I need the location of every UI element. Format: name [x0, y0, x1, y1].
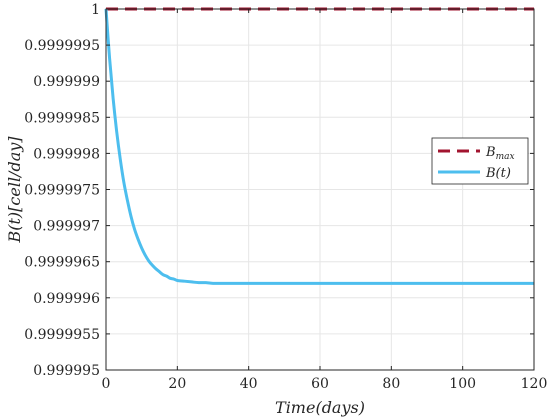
- y-tick-label: 1: [91, 2, 100, 18]
- tick-labels: 0 20 40 60 80 100 120 0.999995 0.9999955 0.999996…: [24, 2, 547, 392]
- y-tick-label: 0.999998: [33, 146, 100, 162]
- y-tick-label: 0.9999975: [24, 183, 100, 199]
- y-tick-label: 0.999999: [33, 74, 100, 90]
- grid: [105, 8, 535, 371]
- legend-label-main: B: [485, 145, 496, 160]
- axis-titles: Time(days) B(t)[cell/day]: [5, 136, 365, 417]
- series-line-bt: [104, 8, 534, 285]
- y-tick-label: 0.999996: [33, 291, 100, 307]
- x-axis-title: Time(days): [275, 398, 365, 417]
- legend-label-main: B(t): [485, 166, 511, 181]
- legend-label: B(t): [485, 166, 511, 181]
- y-axis-title: B(t)[cell/day]: [5, 136, 24, 244]
- x-tick-label: 120: [521, 376, 548, 392]
- x-tick-label: 20: [168, 376, 186, 392]
- y-tick-label: 0.9999965: [24, 255, 100, 271]
- y-tick-label: 0.9999995: [24, 38, 100, 54]
- y-tick-label: 0.999997: [33, 219, 100, 235]
- y-tick-label: 0.9999985: [24, 110, 100, 126]
- legend-label: Bmax: [485, 145, 515, 162]
- legend-label-sub: max: [496, 152, 515, 162]
- x-tick-label: 100: [449, 376, 476, 392]
- x-tick-label: 80: [382, 376, 400, 392]
- legend: Bmax B(t): [431, 137, 529, 185]
- ticks: [105, 8, 535, 371]
- legend-box: [431, 137, 529, 185]
- x-tick-label: 40: [240, 376, 258, 392]
- y-tick-label: 0.9999955: [24, 327, 100, 343]
- x-tick-label: 60: [311, 376, 329, 392]
- x-tick-label: 0: [102, 376, 111, 392]
- y-tick-label: 0.999995: [33, 363, 100, 379]
